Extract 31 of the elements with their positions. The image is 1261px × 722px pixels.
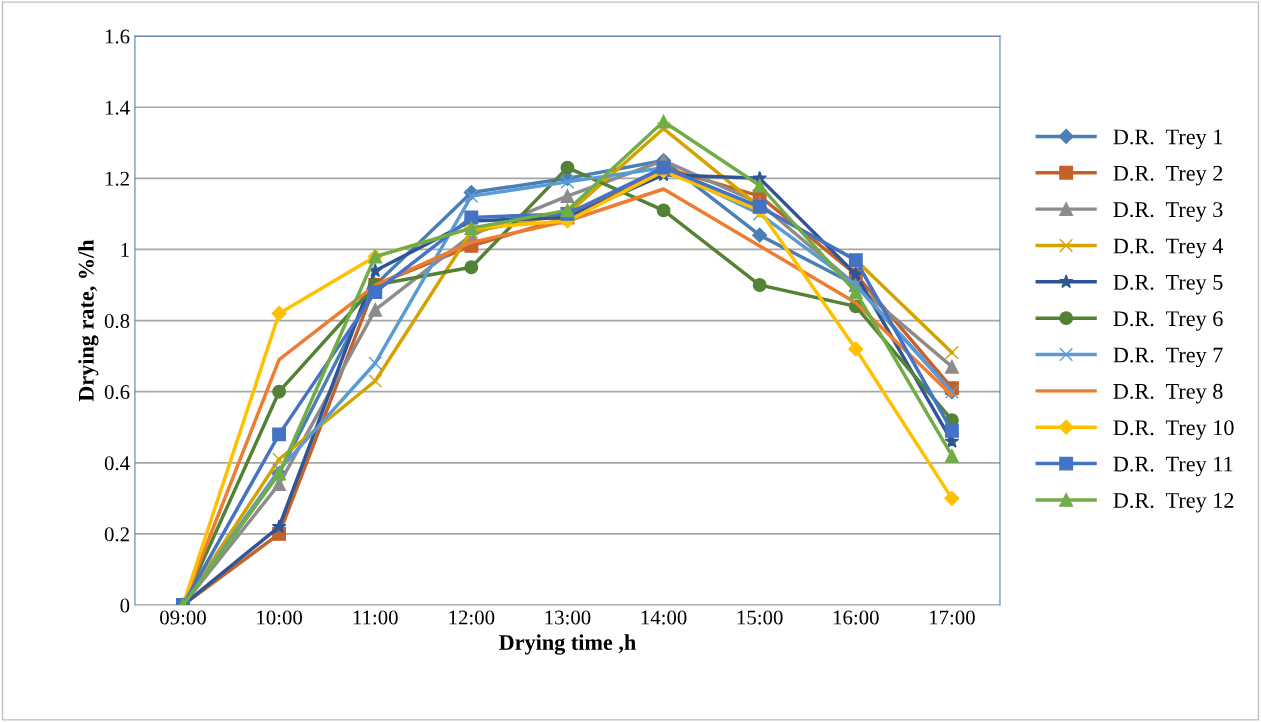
x-tick-label: 15:00	[737, 610, 783, 625]
y-axis-title: Drying rate, %/h	[78, 239, 99, 402]
y-tick-label: 1.2	[105, 171, 129, 186]
x-tick-label: 13:00	[545, 610, 591, 625]
x-tick-label: 10:00	[257, 610, 303, 625]
y-tick-label: 1.6	[105, 29, 130, 44]
x-tick-label: 17:00	[930, 610, 975, 625]
legend-label: D.R. Trey 7	[1113, 347, 1223, 368]
x-tick-label: 14:00	[641, 610, 687, 625]
legend-label: D.R. Trey 5	[1113, 275, 1223, 295]
legend-label: D.R. Trey 2	[1113, 165, 1223, 186]
x-tick-label: 16:00	[833, 610, 879, 625]
legend-label: D.R. Trey 3	[1113, 202, 1223, 222]
legend-label: D.R. Trey 12	[1113, 492, 1234, 513]
y-tick-label: 0.6	[104, 385, 130, 400]
legend-label: D.R. Trey 6	[1113, 311, 1223, 331]
y-tick-label: 1	[121, 242, 129, 257]
legend-label: D.R. Trey 11	[1113, 456, 1233, 477]
y-tick-label: 0.4	[104, 456, 130, 471]
legend-label: D.R. Trey 10	[1113, 420, 1234, 440]
y-tick-label: 0.2	[104, 527, 129, 542]
y-tick-label: 1.4	[105, 100, 130, 115]
legend-label: D.R. Trey 4	[1113, 238, 1224, 259]
legend-label: D.R. Trey 1	[1113, 129, 1223, 149]
legend-label: D.R. Trey 8	[1113, 383, 1223, 404]
y-tick-label: 0	[120, 598, 130, 613]
x-tick-label: 11:00	[353, 610, 398, 625]
x-axis-title: Drying time ,h	[499, 634, 636, 655]
x-tick-label: 12:00	[449, 610, 495, 625]
y-tick-label: 0.8	[104, 313, 130, 329]
x-tick-label: 09:00	[160, 610, 206, 625]
